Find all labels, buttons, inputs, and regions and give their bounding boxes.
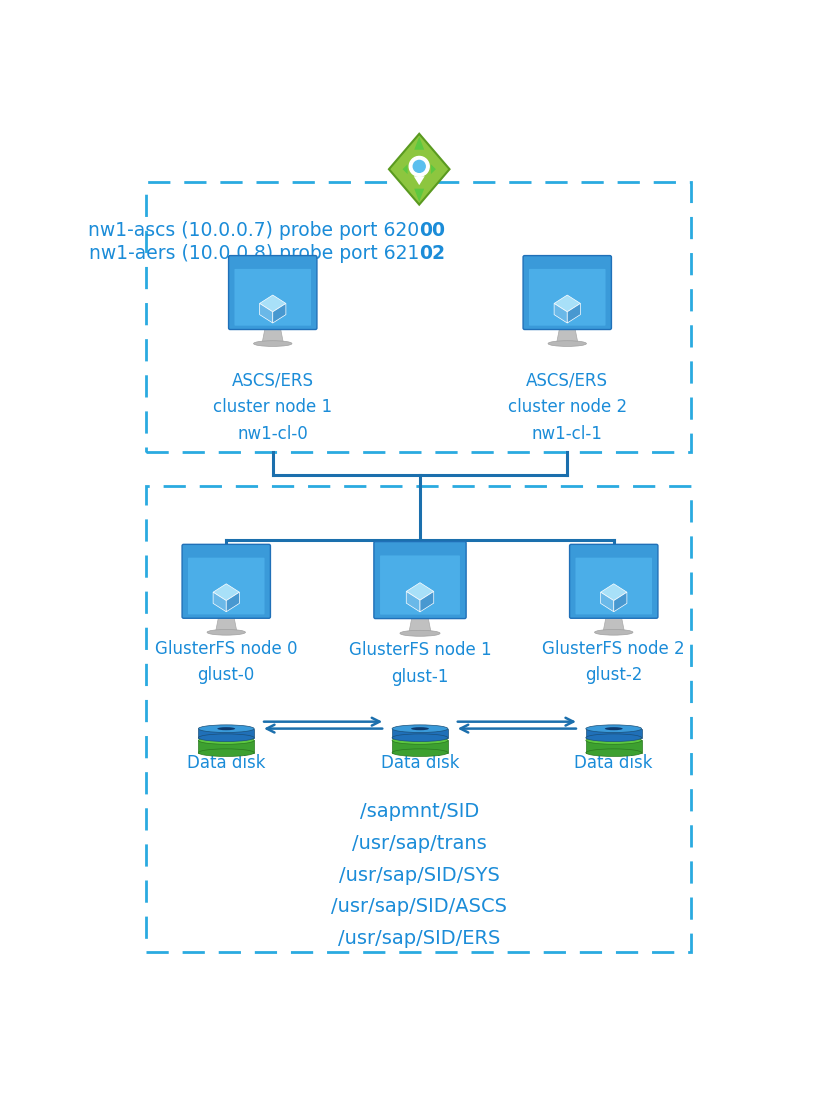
Bar [586, 741, 641, 753]
Ellipse shape [207, 629, 245, 635]
Ellipse shape [411, 727, 429, 731]
Ellipse shape [586, 749, 641, 756]
Bar [392, 741, 448, 753]
FancyBboxPatch shape [228, 256, 317, 329]
Text: GlusterFS node 0
glust-0: GlusterFS node 0 glust-0 [155, 640, 298, 684]
Polygon shape [420, 592, 434, 612]
Polygon shape [414, 188, 425, 202]
Polygon shape [603, 617, 624, 633]
Ellipse shape [198, 749, 254, 756]
Polygon shape [554, 303, 567, 323]
Bar [586, 728, 641, 737]
Ellipse shape [586, 725, 641, 733]
FancyBboxPatch shape [182, 544, 271, 618]
FancyBboxPatch shape [380, 555, 460, 615]
Circle shape [413, 161, 425, 172]
Polygon shape [402, 164, 407, 174]
FancyBboxPatch shape [188, 558, 264, 615]
Polygon shape [600, 584, 627, 601]
Text: nw1-ascs (10.0.0.7) probe port 620: nw1-ascs (10.0.0.7) probe port 620 [88, 222, 420, 240]
Polygon shape [556, 328, 578, 344]
Bar [198, 741, 254, 753]
Ellipse shape [198, 736, 254, 744]
Text: Data disk: Data disk [187, 755, 266, 773]
Text: 02: 02 [420, 245, 445, 263]
Ellipse shape [254, 341, 292, 346]
FancyBboxPatch shape [569, 544, 658, 618]
Polygon shape [227, 592, 240, 612]
Polygon shape [407, 583, 434, 601]
Ellipse shape [400, 630, 440, 636]
Ellipse shape [605, 727, 622, 731]
Ellipse shape [595, 629, 633, 635]
Ellipse shape [198, 734, 254, 742]
Bar [198, 728, 254, 737]
FancyBboxPatch shape [576, 558, 652, 615]
Bar [146, 182, 691, 452]
Polygon shape [407, 592, 420, 612]
Polygon shape [409, 617, 431, 634]
Polygon shape [414, 176, 425, 185]
Polygon shape [213, 592, 227, 612]
Ellipse shape [548, 341, 587, 346]
FancyBboxPatch shape [529, 269, 605, 326]
FancyBboxPatch shape [235, 269, 311, 326]
Polygon shape [600, 592, 614, 612]
FancyBboxPatch shape [523, 256, 611, 329]
Polygon shape [554, 295, 581, 312]
Text: ASCS/ERS
cluster node 1
nw1-cl-0: ASCS/ERS cluster node 1 nw1-cl-0 [213, 371, 332, 443]
Text: 00: 00 [420, 222, 445, 240]
Polygon shape [272, 303, 285, 323]
Polygon shape [259, 303, 272, 323]
Circle shape [409, 156, 429, 176]
Text: Data disk: Data disk [380, 755, 459, 773]
Ellipse shape [392, 725, 448, 733]
Ellipse shape [586, 734, 641, 742]
Ellipse shape [586, 736, 641, 744]
Bar [392, 728, 448, 737]
Text: nw1-aers (10.0.0.8) probe port 621: nw1-aers (10.0.0.8) probe port 621 [89, 245, 420, 263]
Polygon shape [431, 164, 436, 174]
FancyBboxPatch shape [374, 541, 466, 618]
Text: GlusterFS node 1
glust-1: GlusterFS node 1 glust-1 [348, 641, 492, 685]
Polygon shape [614, 592, 627, 612]
Text: /sapmnt/SID
/usr/sap/trans
/usr/sap/SID/SYS
/usr/sap/SID/ASCS
/usr/sap/SID/ERS: /sapmnt/SID /usr/sap/trans /usr/sap/SID/… [331, 802, 507, 948]
Text: GlusterFS node 2
glust-2: GlusterFS node 2 glust-2 [542, 640, 685, 684]
Ellipse shape [198, 725, 254, 733]
Ellipse shape [392, 749, 448, 756]
Polygon shape [262, 328, 284, 344]
Polygon shape [213, 584, 240, 601]
Text: ASCS/ERS
cluster node 2
nw1-cl-1: ASCS/ERS cluster node 2 nw1-cl-1 [508, 371, 627, 443]
Ellipse shape [392, 736, 448, 744]
Polygon shape [215, 617, 237, 633]
Bar [146, 486, 691, 952]
Polygon shape [567, 303, 581, 323]
Text: Data disk: Data disk [574, 755, 653, 773]
Polygon shape [414, 137, 425, 150]
Ellipse shape [218, 727, 236, 731]
Ellipse shape [392, 734, 448, 742]
Polygon shape [389, 133, 450, 205]
Polygon shape [259, 295, 285, 312]
